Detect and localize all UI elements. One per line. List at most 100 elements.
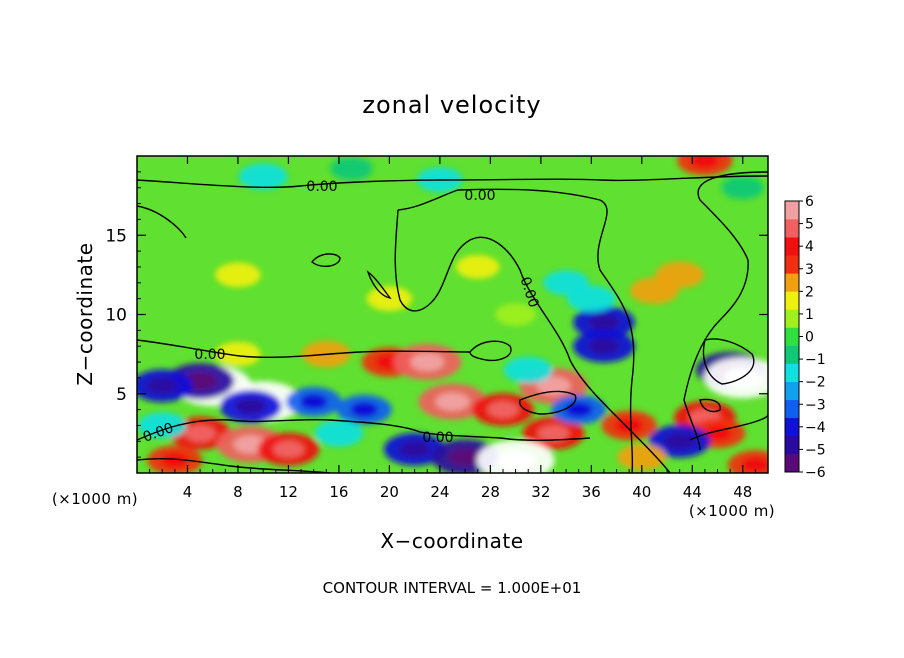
x-tick-label: 48 (733, 483, 752, 501)
field-blob-core (273, 441, 304, 458)
contour-line (699, 398, 721, 413)
colorbar-tick-label: −5 (805, 442, 826, 458)
field-blob-core (235, 398, 266, 415)
y-axis: 5 10 15 (105, 171, 768, 458)
colorbar: 6 5 4 3 2 1 0 −1 −2 −3 −4 −5 −6 (784, 194, 826, 481)
field-blob (215, 341, 261, 367)
colorbar-tick-label: −6 (805, 465, 826, 481)
x-tick-label: 32 (531, 483, 550, 501)
field-blob-core (299, 394, 328, 410)
velocity-field (137, 156, 768, 473)
contour-label: 0.00 (194, 347, 225, 363)
contour-label: 0.00 (422, 430, 453, 446)
x-axis: 4 8 12 16 20 24 28 32 36 40 44 48 (149, 156, 756, 501)
colorbar-segment (785, 381, 799, 401)
contour-line (683, 171, 768, 451)
field-blob-core (588, 314, 620, 331)
field-blob-core (184, 425, 216, 442)
colorbar-tick-label: −2 (805, 375, 826, 391)
colorbar-tick-label: 2 (805, 284, 814, 300)
colorbar-segment (785, 327, 799, 346)
contour-line (137, 339, 471, 359)
colorbar-segment (785, 291, 799, 310)
y-tick-label: 10 (105, 306, 127, 326)
x-tick-label: 4 (183, 483, 193, 501)
field-blob (495, 303, 537, 326)
x-tick-label: 24 (430, 483, 449, 501)
field-blob-core (536, 376, 571, 395)
field-blob-core (538, 425, 569, 442)
colorbar-segment (785, 435, 799, 455)
field-blob-core (691, 156, 719, 169)
field-blob (215, 262, 261, 288)
field-blob-core (588, 338, 620, 355)
field-blob (366, 286, 413, 312)
field-blob (617, 443, 667, 471)
field-blob-core (399, 441, 431, 458)
zero-contours (137, 171, 768, 473)
contour-line (137, 418, 591, 442)
contour-line (137, 175, 768, 189)
field-blob-core (410, 353, 445, 372)
contour-interval-note: CONTOUR INTERVAL = 1.000E+01 (323, 579, 582, 597)
colorbar-tick-label: 6 (805, 194, 814, 210)
field-blob-core (146, 377, 178, 395)
colorbar-segment (785, 309, 799, 328)
colorbar-tick-label: 4 (805, 239, 814, 255)
field-blob (238, 163, 288, 190)
x-tick-label: 44 (683, 483, 702, 501)
field-blob (455, 255, 500, 279)
field-blob-core (496, 450, 535, 471)
contour-line (137, 458, 331, 473)
field-blob (137, 412, 187, 439)
colorbar-segment (785, 453, 799, 473)
field-blob-core (487, 401, 519, 418)
y-axis-label: Z−coordinate (73, 242, 97, 385)
field-blob-core (564, 402, 593, 417)
colorbar-segment (785, 237, 799, 256)
contour-line (702, 338, 755, 385)
colorbar-tick-label: 5 (805, 217, 814, 233)
contour-line (366, 270, 392, 300)
colorbar-segment (785, 399, 799, 419)
contour-line (137, 205, 187, 239)
field-blob (543, 270, 589, 296)
colorbar-segment (785, 345, 799, 364)
colorbar-segment (785, 201, 799, 220)
field-blob-core (448, 448, 483, 467)
field-blob-core (161, 452, 189, 468)
x-tick-label: 20 (380, 483, 399, 501)
x-tick-label: 40 (632, 483, 651, 501)
colorbar-segment (785, 417, 799, 437)
colorbar-tick-label: 1 (805, 307, 814, 323)
field-blob (330, 157, 373, 181)
contour-line (311, 253, 341, 268)
colorbar-tick-label: 3 (805, 262, 814, 278)
contour-line (518, 390, 577, 415)
colorbar-tick-label: −3 (805, 397, 826, 413)
y-tick-label: 15 (105, 226, 127, 246)
field-blob-core (741, 457, 768, 473)
x-unit-label-right: (×1000 m) (689, 502, 775, 520)
contour-line (469, 340, 512, 362)
field-blob-core (664, 433, 696, 450)
x-axis-label: X−coordinate (380, 529, 523, 553)
plot-area: 0.000.000.000.000.00 0.00 (137, 156, 768, 473)
colorbar-tick-label: −1 (805, 352, 826, 368)
contour-label: 0.00 (306, 179, 337, 195)
field-blob (503, 356, 553, 384)
field-blob (314, 420, 364, 447)
x-unit-label-left: (×1000 m) (52, 490, 138, 508)
field-blob-core (435, 392, 470, 411)
contour-line (394, 209, 671, 473)
field-blob (655, 261, 705, 289)
colorbar-tick-label: −4 (805, 420, 826, 436)
field-blob-core (350, 402, 378, 417)
x-tick-label: 36 (582, 483, 601, 501)
colorbar-segment (785, 363, 799, 382)
colorbar-segment (785, 219, 799, 238)
x-tick-label: 28 (481, 483, 500, 501)
x-tick-label: 16 (329, 483, 348, 501)
